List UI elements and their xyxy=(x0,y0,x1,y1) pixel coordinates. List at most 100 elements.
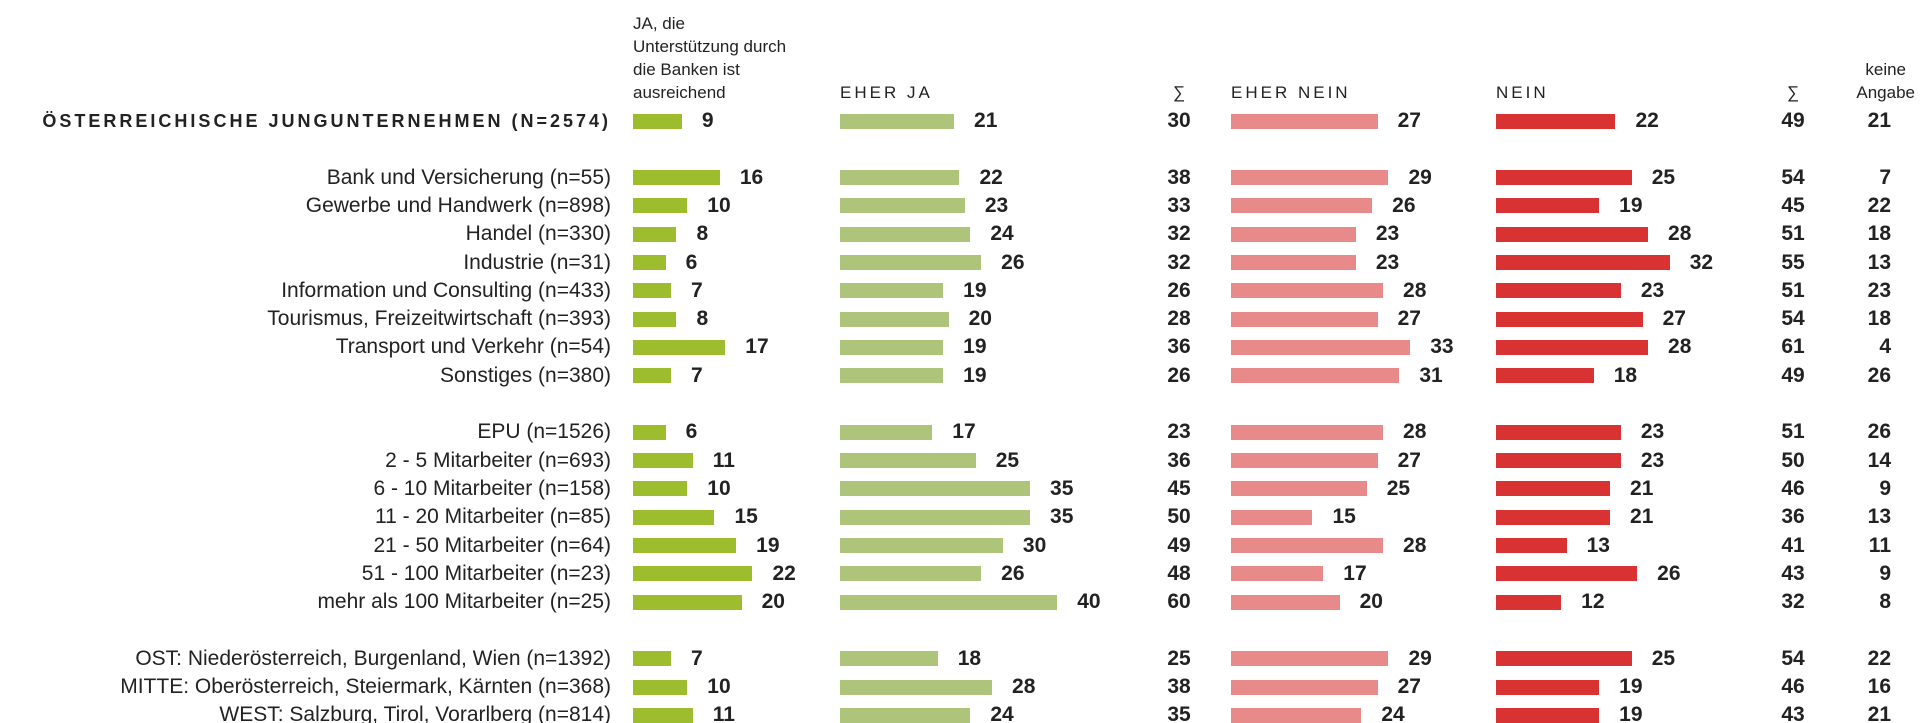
value-label: 19 xyxy=(963,335,987,359)
value-label: 33 xyxy=(1430,335,1454,359)
value-label: 29 xyxy=(1408,165,1432,189)
column-header: ∑ xyxy=(1786,83,1800,102)
bar xyxy=(633,170,720,186)
bar xyxy=(840,509,1031,525)
value-label: 21 xyxy=(974,109,998,132)
value-label: 18 xyxy=(1867,222,1891,246)
value-label: 51 xyxy=(1781,420,1805,444)
value-label: 32 xyxy=(1167,250,1191,274)
bar xyxy=(633,226,677,242)
bar xyxy=(1496,198,1600,214)
value-label: 43 xyxy=(1781,561,1805,585)
bar xyxy=(633,679,688,695)
value-label: 23 xyxy=(1167,420,1191,444)
bar xyxy=(1496,339,1649,355)
value-label: 20 xyxy=(968,307,992,331)
value-label: 25 xyxy=(1651,165,1676,189)
bar xyxy=(633,481,688,497)
value-label: 7 xyxy=(691,278,703,302)
bar xyxy=(633,424,666,440)
row-label: 6 - 10 Mitarbeiter (n=158) xyxy=(373,476,611,500)
bar xyxy=(840,594,1058,610)
value-label: 10 xyxy=(707,476,731,500)
value-label: 28 xyxy=(1012,675,1036,698)
value-label: 25 xyxy=(1386,476,1411,500)
value-label: 23 xyxy=(1640,278,1665,302)
value-label: 28 xyxy=(1668,222,1692,246)
row-label: Information und Consulting (n=433) xyxy=(281,278,611,302)
value-label: 22 xyxy=(772,561,796,585)
bar xyxy=(840,707,971,723)
value-label: 26 xyxy=(1001,561,1025,585)
value-label: 8 xyxy=(696,222,709,246)
value-label: 19 xyxy=(1619,703,1643,723)
value-label: 26 xyxy=(1657,561,1681,585)
value-label: 12 xyxy=(1581,590,1605,614)
value-label: 41 xyxy=(1781,533,1805,557)
value-label: 26 xyxy=(1867,420,1891,444)
value-label: 19 xyxy=(963,363,987,387)
value-label: 11 xyxy=(1868,533,1891,557)
column-header: EHER JA xyxy=(840,83,933,102)
value-label: 13 xyxy=(1867,250,1891,274)
bar xyxy=(840,453,976,469)
bar xyxy=(1496,453,1621,469)
value-label: 23 xyxy=(1640,420,1665,444)
bar xyxy=(1496,170,1632,186)
value-label: 24 xyxy=(1381,703,1405,723)
row-label: 11 - 20 Mitarbeiter (n=85) xyxy=(375,505,611,529)
bar xyxy=(1231,538,1384,553)
value-label: 48 xyxy=(1167,561,1191,585)
bar xyxy=(1231,170,1389,186)
value-label: 24 xyxy=(990,703,1014,723)
bar xyxy=(840,679,993,695)
value-label: 49 xyxy=(1781,109,1805,132)
value-label: 54 xyxy=(1781,307,1805,331)
value-label: 22 xyxy=(979,165,1003,189)
value-label: 25 xyxy=(995,448,1020,472)
value-label: 28 xyxy=(1403,420,1427,444)
value-label: 22 xyxy=(1635,109,1659,132)
value-label: 35 xyxy=(1050,505,1074,529)
row-label: 21 - 50 Mitarbeiter (n=64) xyxy=(373,533,611,557)
value-label: 29 xyxy=(1408,646,1432,670)
value-label: 35 xyxy=(1050,476,1074,500)
value-label: 36 xyxy=(1167,448,1191,472)
value-label: 30 xyxy=(1022,533,1047,557)
value-label: 19 xyxy=(756,533,780,557)
value-label: 46 xyxy=(1781,476,1805,500)
value-label: 26 xyxy=(1167,278,1191,302)
bar xyxy=(840,170,960,186)
value-label: 51 xyxy=(1781,278,1805,302)
value-label: 61 xyxy=(1781,335,1805,359)
value-label: 18 xyxy=(1613,363,1638,387)
row-label: EPU (n=1526) xyxy=(477,420,611,444)
bar xyxy=(1231,679,1378,695)
value-label: 16 xyxy=(1867,675,1891,698)
column-header: keine Angabe xyxy=(1856,60,1915,102)
value-label: 6 xyxy=(685,420,698,444)
value-label: 28 xyxy=(1403,278,1427,302)
bar xyxy=(1231,339,1411,355)
bar xyxy=(1231,368,1400,384)
bar xyxy=(633,594,742,610)
value-label: 45 xyxy=(1781,193,1805,217)
value-label: 26 xyxy=(1167,363,1191,387)
value-label: 20 xyxy=(761,590,785,614)
value-label: 11 xyxy=(712,703,735,723)
bar xyxy=(1231,566,1324,582)
value-label: 31 xyxy=(1419,363,1443,387)
bar xyxy=(633,707,693,723)
bar xyxy=(633,311,677,327)
bar xyxy=(633,113,682,129)
value-label: 23 xyxy=(1867,278,1891,302)
value-label: 26 xyxy=(1867,363,1891,387)
bar xyxy=(1231,255,1356,270)
value-label: 17 xyxy=(745,335,769,359)
row-label: Handel (n=330) xyxy=(465,222,611,246)
value-label: 23 xyxy=(984,193,1009,217)
value-label: 19 xyxy=(1619,193,1643,217)
bar xyxy=(1231,424,1384,440)
bar xyxy=(633,283,671,299)
